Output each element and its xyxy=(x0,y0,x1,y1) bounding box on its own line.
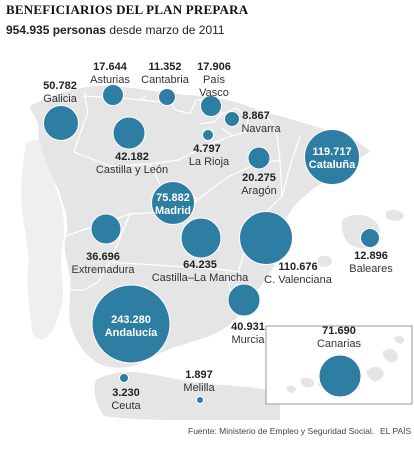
andalucia-name: Andalucía xyxy=(105,327,158,339)
bubble-castilla-la-mancha[interactable] xyxy=(180,217,222,259)
label-canarias: 71.690 Canarias xyxy=(317,325,362,350)
ibiza-land xyxy=(318,255,332,267)
credit-logo: EL PAÍS xyxy=(380,426,412,436)
castilla-leon-name: Castilla y León xyxy=(96,164,168,176)
label-ceuta: 3.230 Ceuta xyxy=(111,387,141,412)
aragon-name: Aragón xyxy=(241,185,276,197)
label-madrid: 75.882 Madrid xyxy=(155,192,191,217)
ceuta-value: 3.230 xyxy=(112,387,140,399)
bubble-extremadura[interactable] xyxy=(90,213,122,245)
label-navarra: 8.867 Navarra xyxy=(241,110,281,135)
menorca-land xyxy=(386,209,404,221)
bubble-aragon[interactable] xyxy=(247,146,271,170)
galicia-name: Galicia xyxy=(43,93,78,105)
ceuta-name: Ceuta xyxy=(111,400,141,412)
label-cantabria: 11.352 Cantabria xyxy=(141,61,190,86)
label-cataluna: 119.717 Cataluña xyxy=(309,146,356,171)
bubble-pais-vasco[interactable] xyxy=(200,95,222,117)
cataluna-value: 119.717 xyxy=(312,146,351,158)
c-valenciana-value: 110.676 xyxy=(278,261,317,273)
map-subtitle: 954.935 personas desde marzo de 2011 xyxy=(6,23,225,37)
subtitle-rest: desde marzo de 2011 xyxy=(106,23,225,37)
madrid-value: 75.882 xyxy=(156,192,190,204)
pais-vasco-name-line2: Vasco xyxy=(199,87,229,99)
bubble-madrid[interactable] xyxy=(151,181,195,225)
cantabria-value: 11.352 xyxy=(148,61,181,73)
baleares-name: Baleares xyxy=(349,263,393,275)
bubble-layer xyxy=(43,84,380,404)
galicia-value: 50.782 xyxy=(43,80,77,92)
castilla-la-mancha-value: 64.235 xyxy=(183,259,217,271)
bubble-ceuta[interactable] xyxy=(119,373,129,383)
label-melilla: 1.897 Melilla xyxy=(183,369,215,394)
pais-vasco-value: 17.906 xyxy=(197,61,231,73)
bubble-c-valenciana[interactable] xyxy=(239,211,293,265)
label-extremadura: 36.696 Extremadura xyxy=(72,251,136,276)
label-la-rioja: 4.797 La Rioja xyxy=(189,143,230,168)
bubble-castilla-leon[interactable] xyxy=(112,116,146,150)
cantabria-name: Cantabria xyxy=(141,74,190,86)
navarra-name: Navarra xyxy=(241,123,281,135)
bubble-andalucia[interactable] xyxy=(91,284,171,364)
c-valenciana-name: C. Valenciana xyxy=(264,274,333,286)
murcia-name: Murcia xyxy=(231,334,265,346)
label-aragon: 20.275 Aragón xyxy=(241,172,276,197)
madrid-name: Madrid xyxy=(155,205,191,217)
label-c-valenciana: 110.676 C. Valenciana xyxy=(264,261,333,286)
bubble-baleares[interactable] xyxy=(360,228,380,248)
label-castilla-leon: 42.182 Castilla y León xyxy=(96,151,168,176)
bubble-canarias[interactable] xyxy=(318,354,362,398)
label-andalucia: 243.280 Andalucía xyxy=(105,314,158,339)
aragon-value: 20.275 xyxy=(242,172,276,184)
castilla-leon-value: 42.182 xyxy=(115,151,149,163)
label-asturias: 17.644 Asturias xyxy=(90,61,130,86)
label-pais-vasco: 17.906 País Vasco xyxy=(197,61,231,99)
label-galicia: 50.782 Galicia xyxy=(43,80,78,105)
bubble-murcia[interactable] xyxy=(227,283,261,317)
navarra-value: 8.867 xyxy=(242,110,270,122)
castilla-la-mancha-name: Castilla–La Mancha xyxy=(152,272,249,284)
extremadura-name: Extremadura xyxy=(72,264,136,276)
source-note: Fuente: Ministerio de Empleo y Seguridad… xyxy=(188,426,375,436)
bubble-melilla[interactable] xyxy=(196,396,204,404)
bubble-navarra[interactable] xyxy=(224,111,240,127)
melilla-value: 1.897 xyxy=(185,369,213,381)
cataluna-name: Cataluña xyxy=(309,159,356,171)
label-castilla-la-mancha: 64.235 Castilla–La Mancha xyxy=(152,259,249,284)
bubble-cataluna[interactable] xyxy=(304,129,360,185)
la-rioja-name: La Rioja xyxy=(189,156,230,168)
andalucia-value: 243.280 xyxy=(111,314,151,326)
baleares-value: 12.896 xyxy=(354,250,388,262)
portugal-land xyxy=(21,139,65,340)
canarias-value: 71.690 xyxy=(322,325,356,337)
bubble-asturias[interactable] xyxy=(102,84,124,106)
canarias-name: Canarias xyxy=(317,338,362,350)
bubble-galicia[interactable] xyxy=(43,105,79,141)
bubble-la-rioja[interactable] xyxy=(202,129,214,141)
melilla-name: Melilla xyxy=(183,382,215,394)
murcia-value: 40.931 xyxy=(231,321,265,333)
label-murcia: 40.931 Murcia xyxy=(231,321,265,346)
asturias-value: 17.644 xyxy=(93,61,128,73)
north-africa-land xyxy=(94,372,280,420)
pais-vasco-name-line1: País xyxy=(203,74,226,86)
extremadura-value: 36.696 xyxy=(86,251,120,263)
bubble-cantabria[interactable] xyxy=(158,88,176,106)
subtitle-total: 954.935 personas xyxy=(6,23,107,37)
label-baleares: 12.896 Baleares xyxy=(349,250,393,275)
la-rioja-value: 4.797 xyxy=(193,143,221,155)
asturias-name: Asturias xyxy=(90,74,130,86)
map-title: BENEFICIARIOS DEL PLAN PREPARA xyxy=(6,2,249,17)
